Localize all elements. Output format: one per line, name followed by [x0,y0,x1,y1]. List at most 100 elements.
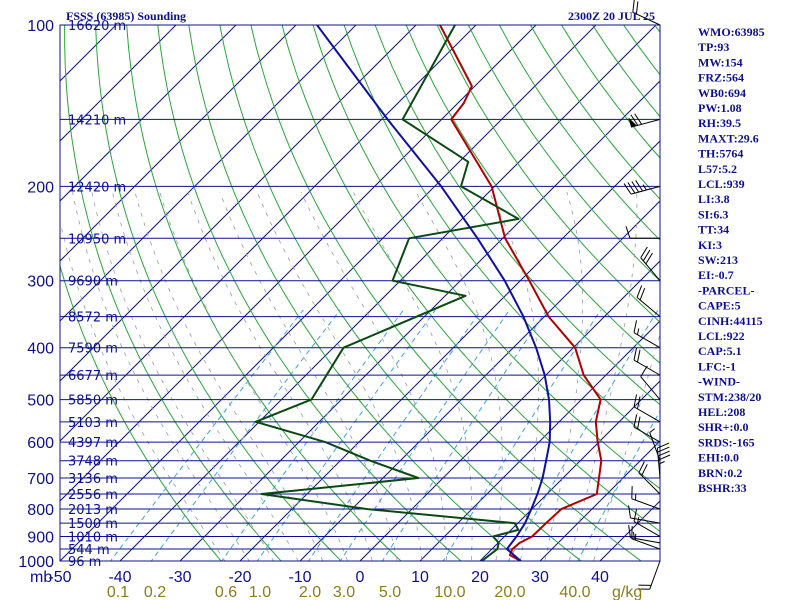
temperature-tick-label: -10 [288,569,311,586]
isotherm-line [60,25,477,442]
wind-barb-feather [636,285,643,298]
stat-line: MAXT:29.6 [698,131,759,145]
wind-barb [633,414,661,443]
wind-barb-feather [640,365,648,377]
wind-barb [623,180,661,195]
profile-lines [254,25,603,561]
stat-line: PW:1.08 [698,101,742,115]
stat-line: HEL:208 [698,405,745,419]
height-label: 5103 m [68,416,118,431]
height-label: 12420 m [68,180,126,195]
mixing-ratio-label: 0.6 [215,584,237,600]
dry-adiabat-line [374,25,660,406]
mixing-ratio-line [256,309,436,561]
stat-line: WMO:63985 [698,25,765,39]
dewpoint-line [254,25,520,561]
wind-barb-feather [632,0,635,13]
mixing-ratio-label: 5.0 [379,584,401,600]
wind-barb-staff [640,257,661,282]
height-label: 96 m [68,555,101,570]
wind-barb-halffeather [658,461,665,465]
pressure-tick-label: 200 [27,179,54,196]
wind-barb-staff [633,406,661,423]
wind-barb-feather [630,114,639,126]
stat-line: -PARCEL- [698,283,754,297]
dry-adiabat-line [126,25,402,561]
stat-line: LI:3.8 [698,192,730,206]
wind-barb-feather [627,182,636,194]
temperature-tick-label: -20 [228,569,251,586]
wind-barb-staff [633,332,661,349]
mixing-ratio-label: 1.0 [249,584,271,600]
dry-adiabat-line [343,25,660,448]
wind-barb-feather [641,464,648,476]
wind-barb-staff [649,560,661,590]
mixing-ratio-line [221,309,405,561]
wind-barb-staff [630,517,661,524]
wind-barb-staff [631,498,661,510]
dry-adiabat-line [312,25,660,490]
dry-adiabat-line [64,25,282,561]
wind-barb-feather [634,113,643,125]
wind-barb-halffeather [632,532,635,539]
pressure-tick-label: 100 [27,18,54,35]
isotherm-line [299,200,660,561]
wind-barb-halffeather [636,328,640,335]
isotherm-line [60,25,237,202]
height-label: 14210 m [68,113,126,128]
isotherm-line [60,25,177,142]
stat-line: TT:34 [698,223,729,237]
stat-line: WB0:694 [698,86,746,100]
stat-line: BSHR:33 [698,481,747,495]
height-label: 3748 m [68,455,118,470]
axis-labels: 16620 m 14210 m 12420 m 10950 m 9690 m 8572 m… [18,18,642,600]
height-label: 8572 m [68,311,118,326]
wind-barb-feather [633,414,638,428]
isotherm-line [60,25,597,561]
mixing-ratio-unit: g/kg [612,584,642,600]
wind-barb [628,113,661,128]
temperature-tick-label: 30 [531,569,549,586]
dry-adiabat-line [281,25,660,532]
dry-adiabat-line [60,263,222,561]
height-label: 2556 m [68,488,118,503]
stat-line: SHR+:0.0 [698,420,749,434]
stat-line: KI:3 [698,238,722,252]
wind-barb-feather [633,320,638,333]
height-label: 6677 m [68,369,118,384]
mixing-ratio-line [577,410,660,561]
stat-line: SRDS:-165 [698,435,755,449]
wind-barb-staff [633,426,661,443]
stat-line: TH:5764 [698,147,743,161]
wind-barb-feather [633,347,638,361]
plot-frame [59,24,661,562]
mixing-ratio-label: 0.2 [144,584,166,600]
wind-barb-staff [640,376,661,400]
stat-line: RH:39.5 [698,116,741,130]
pressure-tick-label: 800 [27,502,54,519]
mixing-ratio-line [381,309,548,561]
isotherm-line [479,380,660,561]
temperature-tick-label: 0 [356,569,365,586]
temperature-tick-label: -30 [168,569,191,586]
stat-line: SW:213 [698,253,738,267]
wind-barb-feather [639,287,646,301]
chart-time: 2300Z 20 JUL 25 [568,9,655,23]
pressure-tick-label: 600 [27,435,54,452]
wind-barb-staff [636,296,661,318]
temperature-tick-label: 20 [471,569,489,586]
isotherm-line [119,25,657,561]
height-label: 2013 m [68,503,118,518]
wind-barb-feather [625,226,631,239]
height-label: 7590 m [68,342,118,357]
wind-barb-halffeather [636,517,640,524]
height-label: 1010 m [68,530,118,545]
moist-adiabat-line [568,192,638,561]
wind-barb [631,486,661,510]
wind-barb-staff [638,472,661,495]
stat-line: -WIND- [698,375,740,389]
stat-line: LFC:-1 [698,359,736,373]
pressure-tick-label: 300 [27,274,54,291]
